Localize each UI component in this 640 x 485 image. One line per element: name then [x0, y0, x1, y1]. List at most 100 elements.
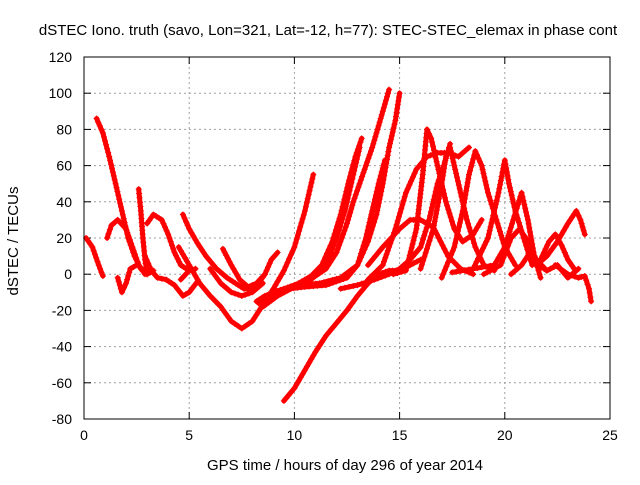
data-point — [560, 245, 567, 252]
data-point — [380, 104, 387, 111]
data-point — [179, 251, 186, 258]
data-point — [408, 178, 415, 184]
data-point — [112, 180, 119, 187]
data-point — [394, 270, 401, 276]
data-point — [378, 188, 385, 195]
data-point — [361, 246, 368, 253]
data-point — [252, 286, 259, 293]
data-point — [118, 207, 125, 214]
data-point — [347, 267, 354, 274]
data-point — [484, 269, 491, 276]
data-point — [456, 223, 462, 230]
data-point — [442, 153, 449, 160]
data-point — [125, 273, 132, 279]
data-point — [351, 195, 358, 202]
data-point — [259, 298, 266, 305]
data-point — [340, 231, 347, 238]
data-point — [511, 268, 518, 275]
data-point — [286, 391, 293, 398]
data-point — [242, 323, 249, 330]
arc-trace — [207, 266, 266, 299]
data-series-arc-12 — [207, 265, 266, 299]
data-point — [526, 242, 533, 249]
data-point — [234, 273, 241, 279]
data-point — [162, 224, 168, 231]
data-point — [452, 240, 459, 246]
data-point — [404, 260, 411, 266]
data-point — [309, 175, 316, 182]
data-point — [283, 394, 290, 401]
data-point — [461, 199, 468, 206]
data-point — [297, 223, 304, 230]
data-point — [527, 258, 534, 265]
data-point — [486, 193, 493, 200]
data-point — [556, 235, 563, 241]
data-point — [145, 260, 152, 267]
data-point — [393, 109, 400, 116]
data-point — [336, 242, 343, 249]
data-point — [480, 170, 487, 177]
data-point — [485, 189, 491, 196]
data-point — [441, 161, 448, 168]
data-point — [470, 271, 477, 278]
data-point — [328, 326, 335, 333]
data-point — [497, 177, 504, 184]
data-point — [417, 265, 424, 272]
data-point — [350, 171, 357, 178]
data-point — [320, 265, 326, 271]
data-point — [561, 268, 568, 275]
data-point — [286, 255, 293, 262]
data-point — [352, 163, 359, 170]
data-point — [182, 254, 188, 261]
data-point — [359, 286, 366, 293]
data-point — [334, 245, 341, 252]
data-point — [376, 119, 383, 126]
data-point — [429, 229, 435, 236]
data-point — [438, 180, 445, 187]
data-point — [350, 198, 357, 205]
data-point — [475, 155, 482, 162]
data-point — [323, 262, 329, 269]
data-point — [179, 211, 186, 218]
data-point — [571, 273, 578, 280]
data-point — [554, 238, 561, 245]
data-point — [418, 261, 425, 268]
data-point — [578, 220, 585, 227]
data-series-arc-15 — [259, 144, 363, 310]
data-point — [512, 262, 519, 269]
data-point — [230, 265, 237, 272]
data-point — [242, 291, 249, 298]
data-point — [460, 203, 467, 210]
data-point — [277, 291, 284, 298]
data-point — [346, 303, 353, 310]
data-point — [435, 166, 442, 173]
data-point — [480, 245, 487, 252]
data-point — [378, 111, 385, 118]
data-point — [278, 271, 285, 278]
data-point — [101, 133, 107, 140]
data-point — [435, 235, 442, 241]
data-point — [357, 177, 364, 184]
data-point — [372, 215, 379, 222]
data-point — [455, 153, 462, 160]
data-point — [171, 249, 178, 256]
data-point — [108, 222, 115, 229]
data-point — [474, 224, 481, 231]
data-point — [105, 230, 112, 237]
data-point — [151, 271, 158, 278]
data-point — [228, 289, 235, 296]
arc-trace — [83, 235, 106, 279]
data-point — [398, 268, 405, 275]
data-point — [544, 242, 551, 249]
data-point — [396, 90, 403, 97]
data-point — [432, 154, 439, 161]
data-point — [474, 265, 481, 271]
data-point — [301, 367, 308, 374]
data-point — [463, 187, 470, 194]
data-point — [441, 165, 448, 172]
data-point — [430, 147, 437, 154]
data-point — [407, 248, 414, 255]
data-point — [344, 220, 350, 227]
data-point — [238, 292, 245, 299]
data-point — [341, 284, 348, 291]
